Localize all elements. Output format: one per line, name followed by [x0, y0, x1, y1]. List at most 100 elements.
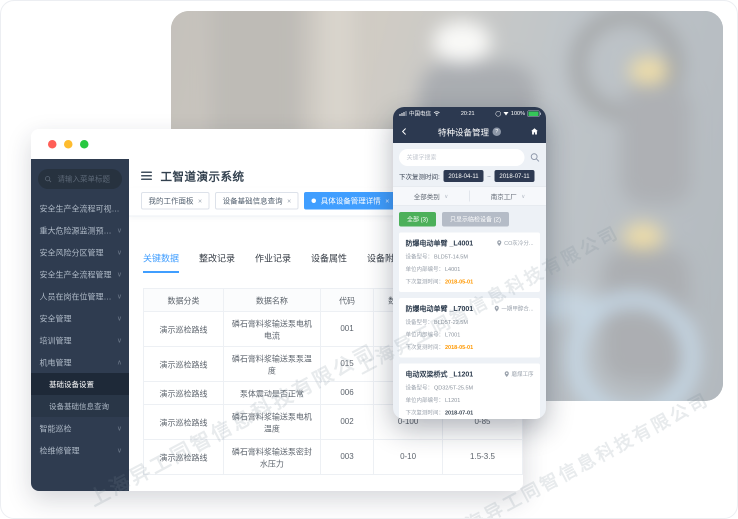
sidebar-item-dashboard[interactable]: 安全生产全流程可视化大屏 — [39, 205, 123, 214]
location-icon — [503, 111, 509, 116]
field-label: 单位内部编号： — [405, 266, 445, 273]
tab-equipment-attrs[interactable]: 设备属性 — [311, 253, 347, 264]
table-row: 演示巡检路线 磷石膏料浆输送泵密封水压力 003 0-10 1.5-3.5 — [143, 439, 523, 475]
tab-my-workbench[interactable]: 我的工作面板 — [141, 192, 210, 210]
retest-date-filter: 下次复测时间: 2018-04-11 ~ 2018-07-11 — [399, 170, 540, 182]
location-pin-icon — [497, 240, 502, 246]
field-label: 设备型号： — [405, 385, 434, 391]
active-dot-icon — [311, 198, 317, 203]
equipment-location: 一期甲醇合... — [501, 306, 534, 312]
factory-dropdown[interactable]: 南京工厂 — [470, 191, 546, 201]
location-pin-icon — [494, 305, 499, 312]
chip-all[interactable]: 全部 (3) — [399, 212, 437, 227]
chevron-down-icon — [117, 292, 122, 301]
divider — [469, 190, 470, 202]
range-separator: ~ — [487, 172, 491, 180]
chevron-down-icon — [521, 193, 525, 200]
tab-key-data[interactable]: 关键数据 — [143, 252, 179, 273]
wifi-icon — [433, 111, 440, 116]
minimize-window-button[interactable] — [64, 139, 73, 149]
maximize-window-button[interactable] — [80, 139, 89, 149]
code-value: L7001 — [445, 332, 461, 338]
close-window-button[interactable] — [48, 139, 57, 149]
sidebar-item-mech-elec[interactable]: 机电管理 — [31, 351, 129, 373]
next-retest-value: 2018-05-01 — [445, 279, 474, 285]
carrier-label: 中国电信 — [409, 111, 431, 117]
battery-icon — [527, 110, 541, 117]
status-time: 20:21 — [460, 110, 475, 117]
field-label: 下次复测时间： — [405, 344, 445, 351]
date-to-button[interactable]: 2018-07-11 — [494, 170, 535, 182]
equipment-card[interactable]: 防爆电动单臂 _L4001 CO灰冷分... 设备型号：BLD5T-14.5M … — [399, 232, 540, 292]
hamburger-menu-icon[interactable] — [141, 171, 152, 180]
next-retest-value: 2018-05-01 — [445, 344, 474, 351]
close-icon[interactable] — [385, 197, 389, 204]
sidebar-item-safety-mgmt[interactable]: 安全管理 — [31, 307, 129, 329]
filter-chips: 全部 (3) 只显示临检设备 (2) — [399, 212, 540, 227]
chevron-down-icon — [117, 248, 122, 257]
chevron-down-icon — [117, 314, 122, 323]
sidebar-submenu: 基础设备设置 设备基础信息查询 — [31, 373, 129, 417]
sidebar-item-smart-inspection[interactable]: 智能巡检 — [31, 417, 129, 439]
phone-page-title: 特种设备管理 — [438, 127, 489, 138]
date-from-button[interactable]: 2018-04-11 — [443, 170, 484, 182]
search-icon — [45, 175, 52, 183]
sidebar-subitem-basic-equipment[interactable]: 基础设备设置 — [31, 373, 129, 395]
code-value: L4001 — [445, 266, 461, 273]
tab-equipment-query[interactable]: 设备基础信息查询 — [215, 192, 299, 210]
chevron-down-icon — [117, 446, 122, 455]
sidebar-item-maintenance[interactable]: 检维修管理 — [31, 439, 129, 461]
code-value: L1201 — [445, 397, 461, 404]
sidebar-item-training[interactable]: 培训管理 — [31, 329, 129, 351]
back-icon[interactable] — [400, 127, 409, 136]
tab-equipment-detail[interactable]: 具体设备管理详情 — [304, 192, 397, 210]
equipment-title: 防爆电动单臂 _L4001 — [405, 239, 474, 247]
chevron-down-icon — [444, 193, 448, 200]
close-icon[interactable] — [287, 197, 291, 204]
field-label: 下次复测时间： — [405, 279, 445, 285]
help-badge-icon[interactable]: ? — [492, 127, 501, 136]
close-icon[interactable] — [198, 197, 202, 204]
window-tab-bar: 我的工作面板 设备基础信息查询 具体设备管理详情 — [129, 188, 523, 217]
chevron-down-icon — [117, 336, 122, 345]
next-retest-value: 2018-07-01 — [445, 410, 474, 416]
chip-due-only[interactable]: 只显示临检设备 (2) — [442, 212, 510, 227]
chevron-down-icon — [117, 270, 122, 279]
category-dropdown[interactable]: 全部类别 — [393, 191, 469, 201]
retest-date-label: 下次复测时间: — [399, 172, 440, 181]
equipment-location: 磨煤工序 — [511, 371, 534, 378]
search-icon[interactable] — [530, 153, 540, 163]
orientation-lock-icon — [495, 110, 501, 117]
field-label: 设备型号： — [405, 254, 434, 260]
chevron-up-icon — [117, 358, 122, 367]
model-value: BLD5T-22.5M — [434, 319, 468, 326]
app-title: 工智道演示系统 — [160, 170, 245, 183]
field-label: 下次复测时间： — [405, 410, 445, 416]
field-label: 设备型号： — [405, 319, 434, 326]
equipment-card[interactable]: 防爆电动单臂 _L7001 一期甲醇合... 设备型号：BLD5T-22.5M … — [399, 298, 540, 358]
tab-equipment-files[interactable]: 设备附件 — [367, 253, 403, 264]
chevron-down-icon — [117, 424, 122, 433]
sidebar-item-risk-zone[interactable]: 安全风险分区管理 — [31, 241, 129, 263]
sidebar-item-hazard-monitor[interactable]: 重大危险源监测预警系统 — [31, 219, 129, 241]
home-icon[interactable] — [530, 127, 539, 136]
col-data-name: 数据名称 — [223, 288, 321, 312]
equipment-card[interactable]: 电动双梁桥式 _L1201 磨煤工序 设备型号：QD32/5T-25.5M 单位… — [399, 363, 540, 419]
tab-work-records[interactable]: 作业记录 — [255, 253, 291, 264]
sidebar-item-personnel[interactable]: 人员在岗在位管理系统 — [31, 285, 129, 307]
field-label: 单位内部编号： — [405, 332, 445, 338]
signal-icon — [399, 111, 407, 116]
sidebar-subitem-equipment-query[interactable]: 设备基础信息查询 — [49, 402, 110, 411]
equipment-location: CO灰冷分... — [504, 240, 534, 247]
sidebar-item-safety-process[interactable]: 安全生产全流程管理 — [31, 263, 129, 285]
phone-nav-bar: 特种设备管理 ? — [393, 120, 546, 143]
sidebar-search-input[interactable] — [56, 174, 119, 184]
col-data-category: 数据分类 — [143, 288, 224, 312]
keyword-search-input[interactable] — [399, 149, 525, 166]
location-pin-icon — [504, 371, 509, 377]
model-value: QD32/5T-25.5M — [434, 385, 474, 391]
sidebar-search[interactable] — [38, 169, 122, 189]
equipment-title: 防爆电动单臂 _L7001 — [405, 304, 474, 313]
tab-rectify-records[interactable]: 整改记录 — [199, 253, 235, 264]
